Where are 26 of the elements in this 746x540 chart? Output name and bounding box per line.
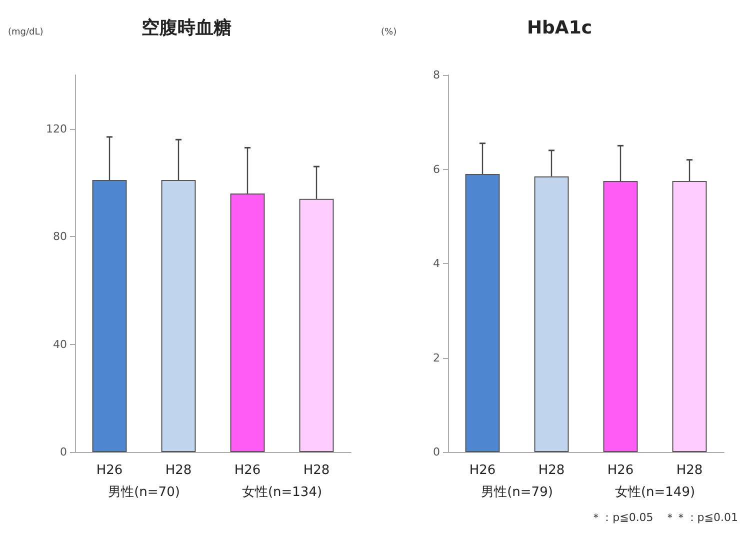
text: ＊：p≦0.05 ＊＊：p≦0.01 [590,511,738,524]
x-tick-label: H26 [607,463,634,478]
x-tick-label: H26 [469,463,496,478]
y-tick-label: 6 [433,162,440,176]
y-tick-label: 0 [433,446,440,458]
text: 女性(n=134) [242,485,322,500]
y-tick-label: 4 [433,257,440,270]
y-tick-label: 120 [46,122,67,136]
text: 男性(n=79) [481,485,553,500]
y-tick-label: 2 [433,351,440,364]
y-axis-title: (mg/dL) [8,28,44,38]
y-axis-title: (%) [381,28,397,38]
text: 女性(n=149) [614,485,696,500]
x-tick-label: H28 [676,463,703,478]
y-tick-label: 40 [53,338,67,351]
chart-title: HbA1c [526,18,592,38]
y-tick-label: 8 [433,68,440,82]
x-tick-label: H28 [165,463,192,478]
x-tick-label: H28 [303,463,330,478]
y-tick-label: 0 [60,446,67,458]
x-tick-label: H26 [234,463,261,478]
chart-title: 空腹時血糖 [142,18,232,38]
x-tick-label: H26 [96,463,123,478]
text: 男性(n=70) [108,485,180,500]
y-tick-label: 80 [53,230,67,244]
x-tick-label: H28 [538,463,565,478]
